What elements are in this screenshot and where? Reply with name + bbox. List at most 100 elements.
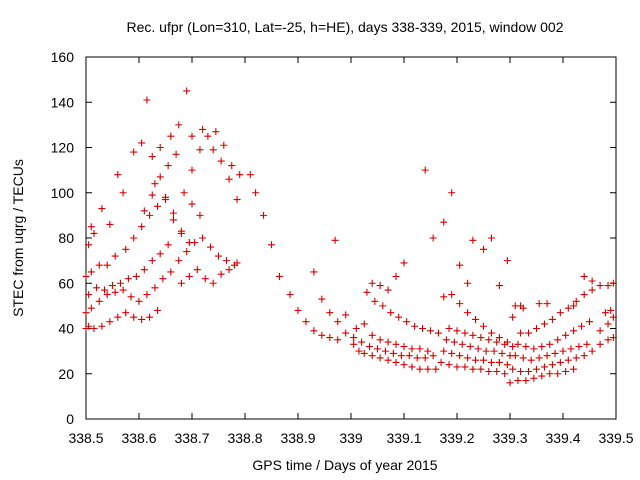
data-point [167,268,175,276]
data-point [310,327,318,335]
data-point [490,347,498,355]
data-point [464,279,472,287]
data-point [350,334,358,342]
data-point [175,257,183,265]
data-point [156,173,164,181]
data-point [464,309,472,317]
data-point [501,370,509,378]
data-point [427,327,434,335]
data-point [342,329,350,337]
y-tick-labels: 0 20 40 60 80 100 120 140 160 [51,49,75,427]
data-point [376,336,384,344]
y-tick-label: 140 [51,94,75,110]
data-point [554,336,562,344]
data-point [275,272,283,280]
data-point [225,175,233,183]
data-point [469,331,477,339]
data-point [180,189,188,197]
data-point [233,259,241,267]
data-point [408,345,416,353]
data-point [456,300,464,308]
data-point [472,356,480,364]
x-tick-label: 338.5 [68,430,103,446]
data-point [188,166,196,174]
data-point [109,282,116,290]
data-point [146,313,154,321]
data-point [87,268,95,276]
data-point [334,336,342,344]
data-point [588,277,596,285]
data-point [440,218,448,226]
data-point [419,325,427,332]
data-point [87,223,95,231]
data-point [570,302,578,310]
data-point [127,293,135,301]
data-point [140,207,148,215]
data-point [225,266,233,274]
data-point [485,367,493,375]
data-point [533,325,540,332]
data-point [522,343,530,351]
data-point [119,189,127,197]
data-point [525,329,533,337]
data-point [461,363,469,371]
data-point [215,252,222,260]
x-tick-label: 338.6 [121,430,156,446]
data-point [527,356,535,364]
data-point [517,329,525,337]
data-point [453,327,461,335]
data-point [85,241,93,249]
data-point [487,234,495,242]
data-point [477,365,485,373]
data-point [487,358,495,366]
data-point [82,272,90,280]
data-point [556,358,564,366]
data-point [601,309,609,317]
data-point [493,367,501,375]
data-point [169,209,177,217]
data-point [511,352,519,360]
data-point [397,352,405,360]
data-point [395,313,403,321]
data-point [326,309,334,317]
data-point [252,189,260,197]
data-point [461,329,469,337]
data-point [228,162,236,170]
data-point [82,309,90,317]
data-point [169,216,177,224]
data-point [530,345,538,353]
data-point [583,340,591,348]
data-point [384,338,392,346]
data-point [416,365,424,373]
data-point [429,234,437,242]
data-point [562,367,570,375]
data-point [159,275,167,283]
data-point [596,340,604,348]
data-point [204,132,212,140]
data-point [506,379,514,387]
data-point [514,377,522,385]
x-tick-label: 338.8 [227,430,262,446]
data-point [172,150,180,158]
data-point [392,272,400,280]
data-point [106,220,114,228]
data-point [103,261,111,269]
data-point [403,318,411,326]
data-point [326,334,334,342]
data-point [609,334,617,342]
data-point [575,343,583,351]
data-point [85,291,93,299]
data-point [217,270,225,278]
y-tick-label: 40 [58,321,74,337]
data-point [400,259,408,267]
data-point [352,325,360,332]
axis-ticks [85,56,617,420]
data-point [517,367,525,375]
data-point [95,297,103,305]
data-point [122,309,130,317]
data-point [379,302,387,310]
data-point [442,336,450,344]
data-point [363,288,371,296]
data-point [148,153,156,161]
